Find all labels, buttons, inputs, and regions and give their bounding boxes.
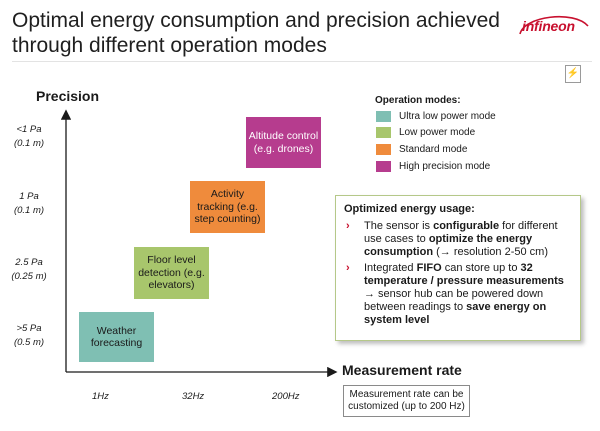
legend-item-high-precision: High precision mode — [376, 159, 490, 173]
measurement-rate-note: Measurement rate can be customized (up t… — [343, 385, 470, 417]
legend-label: High precision mode — [399, 160, 491, 172]
y-tick-altitude: (0.1 m) — [13, 138, 45, 149]
logo-text: infineon — [522, 18, 575, 34]
infineon-logo: infineon — [512, 12, 592, 46]
legend-title: Operation modes: — [375, 95, 461, 106]
legend-swatch — [376, 126, 391, 138]
legend-label: Standard mode — [399, 143, 468, 155]
page-title: Optimal energy consumption and precision… — [12, 8, 500, 58]
floor-level-detection-box: Floor level detection (e.g. elevators) — [134, 247, 209, 299]
header-divider — [12, 61, 592, 62]
x-tick-label: 1Hz — [92, 391, 109, 402]
bullet-text: Integrated FIFO can store up to 32 tempe… — [364, 262, 564, 326]
x-tick-label: 32Hz — [182, 391, 205, 402]
y-tick-label: >5 Pa (0.5 m) — [7, 322, 51, 350]
bullet-text: The sensor is configurable for different… — [364, 220, 558, 258]
y-tick-value: 1 Pa — [19, 191, 39, 202]
bullet-arrow-icon: › — [346, 262, 350, 274]
y-tick-value: >5 Pa — [16, 323, 42, 334]
legend-swatch — [376, 110, 391, 122]
activity-tracking-label: Activity tracking (e.g. step counting) — [194, 188, 261, 226]
y-tick-value: 2.5 Pa — [15, 257, 43, 268]
optimized-energy-callout: Optimized energy usage: › The sensor is … — [335, 195, 581, 341]
floor-level-detection-label: Floor level detection (e.g. elevators) — [138, 254, 205, 292]
activity-tracking-box: Activity tracking (e.g. step counting) — [190, 181, 265, 233]
y-tick-label: 2.5 Pa (0.25 m) — [7, 256, 51, 284]
callout-title: Optimized energy usage: — [344, 203, 475, 215]
logo-arc-icon — [519, 15, 589, 35]
y-tick-value: <1 Pa — [16, 124, 42, 135]
x-axis-title: Measurement rate — [342, 362, 462, 378]
altitude-control-box: Altitude control (e.g. drones) — [246, 117, 321, 168]
bullet-arrow-icon: › — [346, 220, 350, 232]
document-icon[interactable]: ⚡ — [565, 65, 581, 83]
legend-label: Low power mode — [399, 126, 476, 138]
weather-forecasting-label: Weather forecasting — [90, 324, 143, 350]
legend-item-ultra-low-power: Ultra low power mode — [376, 109, 496, 123]
legend-swatch — [376, 160, 391, 172]
legend-label: Ultra low power mode — [399, 110, 496, 122]
legend-item-low-power: Low power mode — [376, 125, 475, 139]
weather-forecasting-box: Weather forecasting — [79, 312, 154, 362]
callout-bullet: › Integrated FIFO can store up to 32 tem… — [344, 262, 572, 327]
y-tick-altitude: (0.25 m) — [11, 271, 47, 282]
title-line-2: through different operation modes — [12, 34, 327, 57]
callout-bullet: › The sensor is configurable for differe… — [344, 220, 572, 259]
altitude-control-label: Altitude control (e.g. drones) — [248, 130, 319, 155]
y-tick-altitude: (0.1 m) — [13, 205, 45, 216]
y-tick-label: 1 Pa (0.1 m) — [7, 190, 51, 218]
y-axis-title: Precision — [36, 88, 100, 104]
x-tick-label: 200Hz — [272, 391, 300, 402]
title-line-1: Optimal energy consumption and precision… — [12, 9, 500, 32]
legend-swatch — [376, 143, 391, 155]
y-tick-altitude: (0.5 m) — [13, 337, 45, 348]
legend-item-standard: Standard mode — [376, 142, 467, 156]
y-tick-label: <1 Pa (0.1 m) — [7, 123, 51, 151]
